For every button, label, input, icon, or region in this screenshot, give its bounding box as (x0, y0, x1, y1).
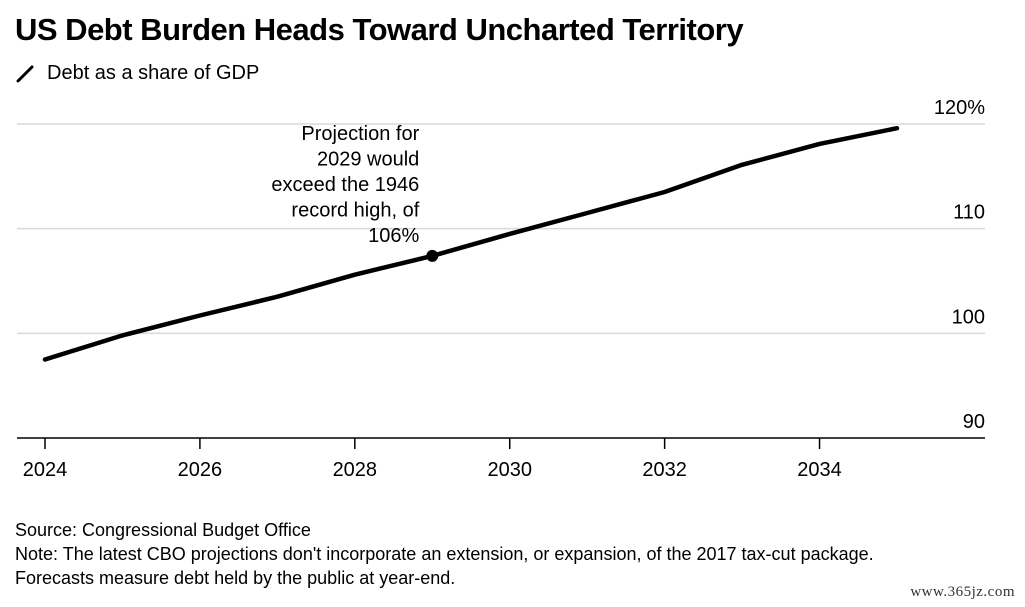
y-tick-label: 90 (963, 411, 985, 433)
x-tick-label: 2034 (797, 459, 842, 481)
annotation-text: 106% (368, 225, 419, 247)
x-tick-label: 2032 (642, 459, 687, 481)
watermark: www.365jz.com (910, 584, 1015, 600)
chart-footer: Source: Congressional Budget Office Note… (15, 518, 935, 590)
source-text: Source: Congressional Budget Office (15, 520, 311, 540)
x-tick-label: 2024 (23, 459, 68, 481)
y-tick-label: 100 (952, 306, 985, 328)
line-chart: 90 100 110 120% 2024 2026 2028 2030 2032 2034 Proj… (17, 97, 985, 481)
annotation-text: 2029 would (317, 148, 419, 170)
note-text: Note: The latest CBO projections don't i… (15, 544, 874, 588)
legend-line-icon (16, 65, 34, 82)
legend-label: Debt as a share of GDP (47, 62, 260, 84)
annotation-text: record high, of (291, 199, 419, 221)
annotation-text: Projection for (301, 123, 419, 145)
legend: Debt as a share of GDP (15, 62, 259, 85)
x-tick-label: 2026 (178, 459, 223, 481)
y-tick-label: 110 (953, 202, 985, 224)
annotation-marker (426, 249, 439, 262)
annotation-text: exceed the 1946 (271, 174, 419, 196)
series-line (42, 125, 900, 362)
chart-title: US Debt Burden Heads Toward Uncharted Te… (15, 12, 744, 47)
y-tick-label: 120% (934, 97, 985, 119)
x-tick-label: 2028 (333, 459, 378, 481)
x-tick-label: 2030 (487, 459, 532, 481)
